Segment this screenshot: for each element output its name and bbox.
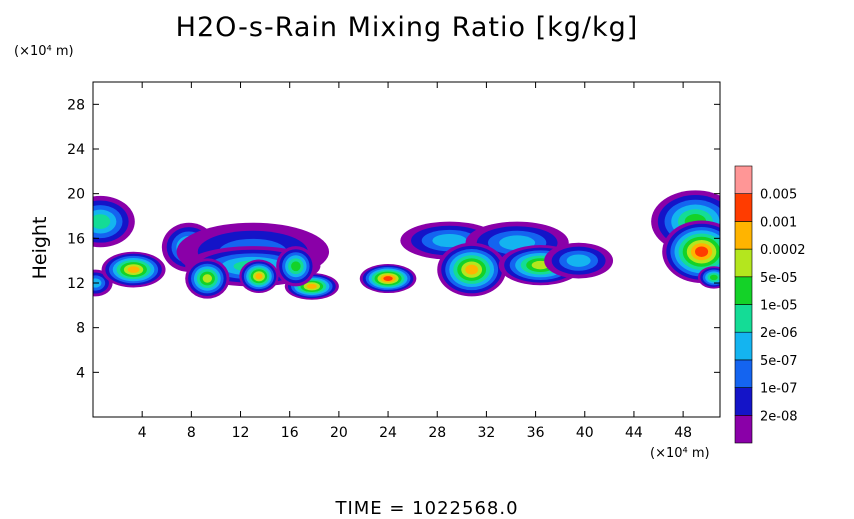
colorbar-swatch	[734, 248, 753, 278]
colorbar: 2e-08 1e-07 5e-07 2e-06 1e-05 5e-05 0.0002 0.00…	[734, 165, 806, 444]
x-tick-label: 44	[625, 425, 643, 441]
cloud-c	[383, 276, 393, 281]
cloud-a	[127, 266, 140, 273]
y-tick-label: 16	[67, 231, 85, 247]
colorbar-swatch	[734, 387, 753, 416]
colorbar-label: 2e-06	[760, 326, 798, 341]
right-edge-cloud	[709, 274, 718, 281]
y-tick-label: 4	[76, 365, 85, 381]
cloud-b	[306, 283, 317, 289]
cloud-b	[291, 261, 301, 272]
plot-frame	[92, 81, 721, 418]
x-tick-label: 12	[232, 425, 250, 441]
x-tick-label: 4	[138, 425, 147, 441]
y-tick-label: 8	[76, 321, 85, 337]
x-tick-label: 36	[527, 425, 545, 441]
cloud-d	[465, 264, 479, 275]
y-tick-label: 12	[67, 276, 85, 292]
colorbar-swatch	[734, 193, 753, 222]
y-axis-unit: (×10⁴ m)	[14, 44, 74, 59]
y-tick-label: 24	[67, 142, 85, 158]
colorbar-label: 1e-07	[760, 382, 798, 397]
time-footer: TIME = 1022568.0	[335, 498, 519, 519]
x-tick-label: 32	[477, 425, 495, 441]
y-axis: 4 8 12 16 20 24 28	[67, 97, 720, 381]
colorbar-label: 0.001	[760, 215, 797, 230]
x-tick-label: 16	[281, 425, 299, 441]
colorbar-label: 2e-08	[760, 409, 798, 424]
x-tick-label: 48	[674, 425, 692, 441]
colorbar-swatch	[734, 359, 753, 388]
x-tick-label: 20	[330, 425, 348, 441]
cloud-d	[432, 233, 467, 248]
cloud-b	[202, 274, 212, 283]
colorbar-label: 1e-05	[760, 299, 798, 314]
colorbar-swatch	[734, 165, 753, 195]
colorbar-swatch	[734, 304, 753, 333]
colorbar-swatch	[734, 331, 753, 361]
x-axis-unit: (×10⁴ m)	[650, 446, 710, 461]
colorbar-swatch	[734, 221, 753, 250]
colorbar-label: 0.005	[760, 188, 797, 203]
rain-field	[93, 190, 720, 300]
colorbar-label: 5e-07	[760, 354, 798, 369]
y-tick-label: 28	[67, 97, 85, 113]
x-tick-label: 28	[428, 425, 446, 441]
left-edge-cloud	[93, 214, 111, 229]
colorbar-swatch	[734, 276, 753, 305]
x-tick-label: 40	[576, 425, 594, 441]
y-tick-label: 20	[67, 187, 85, 203]
cloud-d	[566, 254, 591, 267]
chart-title: H2O-s-Rain Mixing Ratio [kg/kg]	[175, 12, 639, 43]
right-edge-cloud	[695, 246, 709, 257]
cloud-b	[255, 273, 263, 280]
x-axis: 4 8 12 16 20 24 28 32 36 40 44 48	[138, 82, 692, 441]
x-tick-label: 8	[187, 425, 196, 441]
x-tick-label: 24	[379, 425, 397, 441]
colorbar-label: 0.0002	[760, 243, 806, 258]
colorbar-label: 5e-05	[760, 271, 798, 286]
colorbar-swatch	[734, 414, 753, 444]
